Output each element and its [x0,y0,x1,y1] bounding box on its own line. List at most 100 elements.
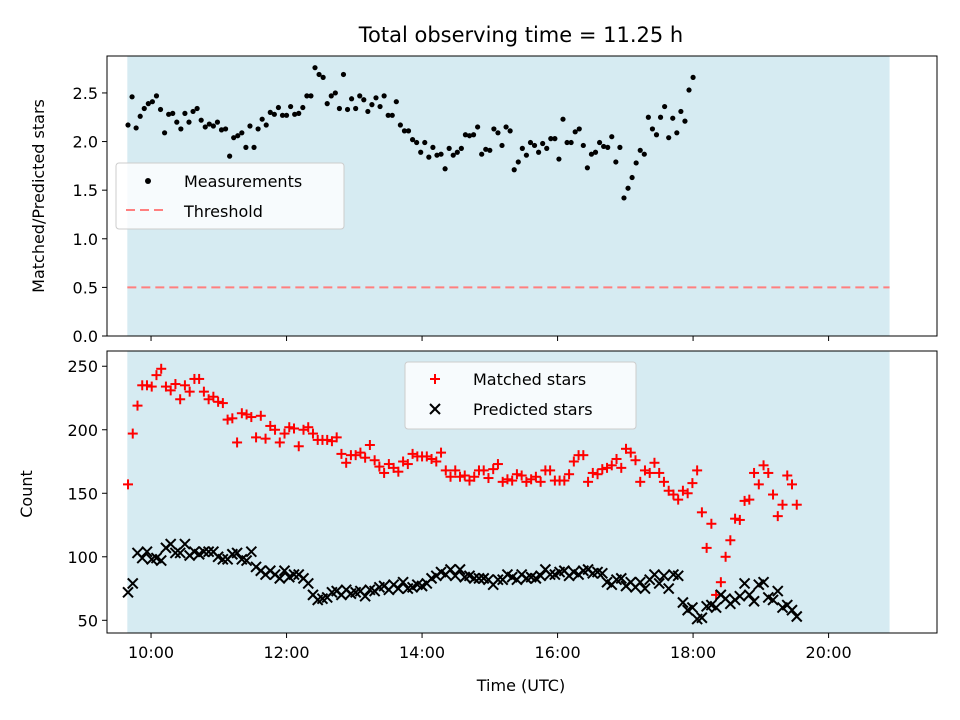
predicted-star-point [748,595,760,607]
matched-star-point [592,469,603,480]
matched-star-point [127,428,138,439]
matched-star-point [616,462,627,473]
measurement-point [194,105,200,112]
matched-star-point [725,535,736,546]
measurement-point [137,113,143,119]
measurement-point [657,114,664,120]
predicted-star-point [677,596,689,609]
measurement-point [511,167,517,173]
predicted-star-point [397,576,409,588]
matched-star-point [284,422,295,433]
matched-star-point [459,470,470,481]
measurement-point [227,153,233,159]
measurement-point [259,116,265,122]
matched-star-point [777,499,788,510]
predicted-legend-label: Predicted stars [473,400,593,419]
measurement-point [340,71,347,78]
measurement-point [377,103,383,110]
measurement-point [458,145,464,151]
measurement-point [592,149,599,155]
predicted-star-point [122,586,134,599]
matched-star-point [179,380,190,391]
measurement-point [206,121,212,127]
matched-star-point [511,469,522,480]
xtick-label: 12:00 [263,643,309,662]
measurement-point [389,112,395,118]
measurement-point [454,149,460,155]
measurement-point [430,144,436,150]
matched-star-point [151,370,162,381]
measurement-point [235,133,241,139]
measurement-point [580,142,586,149]
measurement-point [170,110,176,116]
matched-star-point [753,479,764,490]
matched-star-point [303,422,314,433]
matched-star-point [535,476,546,487]
measurement-point [145,101,151,107]
measurement-point [312,65,318,71]
matched-star-point [194,373,205,384]
matched-star-point [787,479,798,490]
matched-star-point [402,459,413,470]
matched-star-point [478,465,489,476]
ytick-label: 2.0 [73,133,98,152]
measurement-point [544,145,550,151]
measurement-point [629,174,635,181]
top-panel: 0.0 0.5 1.0 1.5 2.0 2.5 Matched/Predicted sta… [29,55,938,346]
measurement-point [479,151,485,157]
xtick-label: 10:00 [128,643,174,662]
matched-star-point [198,386,209,397]
xticks: 10:00 12:00 14:00 16:00 18:00 20:00 [128,336,852,662]
matched-star-point [644,467,655,478]
measurement-point [527,139,534,146]
predicted-star-point [245,545,258,558]
measurement-point [515,159,521,165]
measurement-point [336,105,342,112]
predicted-star-point [653,577,665,590]
measurement-point [263,122,269,128]
matched-star-point [701,542,712,553]
measurements-legend-marker [145,178,151,184]
matched-star-point [606,460,617,471]
xtick-label: 16:00 [535,643,581,662]
predicted-star-point [141,545,153,558]
matched-star-point [696,507,707,518]
measurement-point [300,104,306,111]
measurement-point [653,132,660,138]
matched-star-point [374,461,385,472]
measurement-point [361,97,367,103]
ytick-label: 100 [67,548,98,567]
measurement-point [442,166,448,172]
ytick-label: 0.5 [73,278,98,297]
matched-star-point [772,511,783,522]
matched-star-point [184,386,195,397]
matched-star-point [132,400,143,411]
top-legend-box [115,162,345,230]
predicted-star-point [359,590,371,602]
measurements-legend-label: Measurements [184,172,302,191]
predicted-star-point [686,601,699,614]
predicted-star-point [392,582,405,595]
predicted-star-point [615,572,627,585]
matched-star-point [763,467,774,478]
measurement-point [222,126,229,132]
predicted-star-point [217,553,229,566]
xtick-label: 20:00 [806,643,852,662]
predicted-star-point [672,570,684,582]
measurement-point [320,74,326,80]
top-axes-frame [106,55,938,337]
matched-star-point [341,457,352,468]
measurement-point [491,126,497,132]
measurement-point [353,105,359,112]
matched-legend-marker [430,374,440,384]
measurement-point [251,144,257,150]
matched-star-point [673,494,684,505]
measurement-point [584,165,590,171]
measurement-point [495,130,501,136]
predicted-star-point [710,601,722,614]
matched-star-point [445,471,456,482]
measurement-point [499,142,505,149]
measurement-point [279,112,286,118]
predicted-star-point [179,538,191,550]
matched-star-point [625,447,636,458]
